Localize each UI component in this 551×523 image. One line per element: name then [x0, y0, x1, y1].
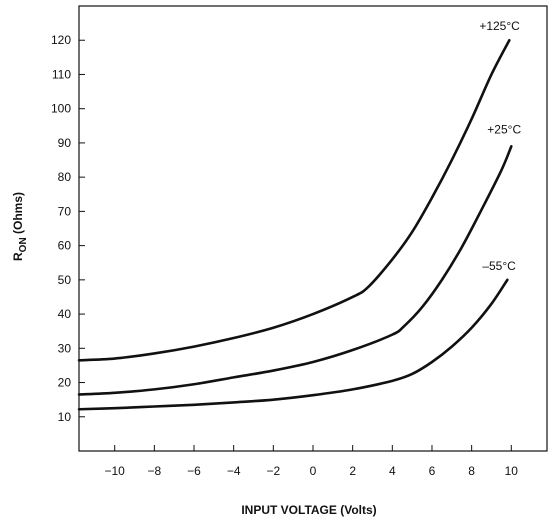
y-tick-label: 110 — [52, 67, 71, 81]
y-axis-title-main: R — [11, 252, 25, 261]
series-line-plus-125c — [77, 38, 511, 362]
plot-frame — [78, 5, 548, 452]
y-tick-label: 60 — [58, 239, 72, 253]
y-axis-title-subscript: ON — [18, 237, 29, 252]
x-tick-label: −2 — [266, 464, 280, 478]
x-tick-label: 0 — [310, 464, 317, 478]
x-tick-label: −6 — [187, 464, 201, 478]
y-tick-label: 40 — [58, 307, 72, 321]
y-tick-label: 10 — [58, 410, 72, 424]
x-tick-label: 10 — [505, 464, 519, 478]
x-tick-label: 6 — [429, 464, 436, 478]
x-tick-label: −4 — [227, 464, 241, 478]
y-tick-label: 90 — [58, 136, 72, 150]
x-tick-label: 4 — [389, 464, 396, 478]
series-line-minus-55c — [77, 278, 509, 411]
x-tick-label: −10 — [105, 464, 126, 478]
series-line-plus-25c — [77, 145, 513, 396]
y-axis-title-rest: (Ohms) — [11, 192, 25, 237]
y-axis-title: RON (Ohms) — [11, 192, 29, 261]
y-tick-label: 30 — [58, 341, 72, 355]
x-tick-label: 8 — [468, 464, 475, 478]
y-tick-label: 20 — [58, 376, 72, 390]
x-axis-title: INPUT VOLTAGE (Volts) — [241, 503, 376, 517]
y-tick-label: 70 — [58, 204, 72, 218]
y-tick-label: 100 — [51, 102, 71, 116]
x-tick-label: −8 — [148, 464, 162, 478]
y-tick-label: 80 — [58, 170, 72, 184]
y-tick-label: 50 — [58, 273, 72, 287]
x-tick-label: 2 — [349, 464, 356, 478]
y-tick-label: 120 — [51, 33, 71, 47]
series-label-minus-55c: –55°C — [482, 259, 516, 273]
series-label-plus-25c: +25°C — [487, 122, 521, 136]
series-label-plus-125c: +125°C — [479, 19, 520, 33]
